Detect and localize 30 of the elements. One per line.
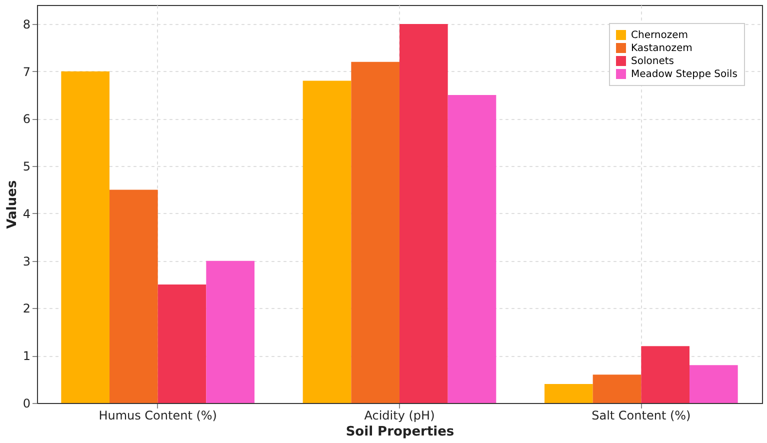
x-tick-label: Salt Content (%) — [592, 408, 691, 422]
y-tick-label: 3 — [22, 254, 30, 268]
bar — [206, 260, 254, 403]
y-tick-label: 6 — [22, 112, 30, 126]
bar — [592, 374, 642, 403]
legend-label: Solonets — [631, 56, 674, 67]
x-axis-title: Soil Properties — [346, 424, 454, 440]
y-tick-label: 8 — [22, 17, 30, 32]
bar — [158, 284, 206, 403]
legend-label: Meadow Steppe Soils — [631, 69, 738, 80]
bar — [641, 346, 690, 403]
bar — [61, 71, 110, 403]
bar — [400, 24, 448, 403]
y-tick-label: 5 — [22, 160, 30, 174]
x-tick-label: Humus Content (%) — [98, 408, 217, 422]
legend-label: Kastanozem — [631, 43, 692, 54]
y-tick-label: 2 — [22, 302, 30, 316]
y-axis-title: Values — [4, 180, 20, 229]
y-tick-label: 7 — [22, 64, 30, 79]
legend-label: Chernozem — [631, 30, 688, 41]
bar — [351, 62, 400, 403]
bar — [448, 95, 496, 403]
x-tick-label: Acidity (pH) — [364, 408, 435, 422]
y-tick-label: 4 — [22, 206, 30, 221]
y-tick-label: 1 — [22, 349, 30, 364]
bar — [544, 384, 593, 403]
bar — [690, 365, 738, 403]
bar — [302, 80, 352, 403]
y-tick-label: 0 — [22, 396, 30, 410]
bar — [110, 190, 158, 403]
